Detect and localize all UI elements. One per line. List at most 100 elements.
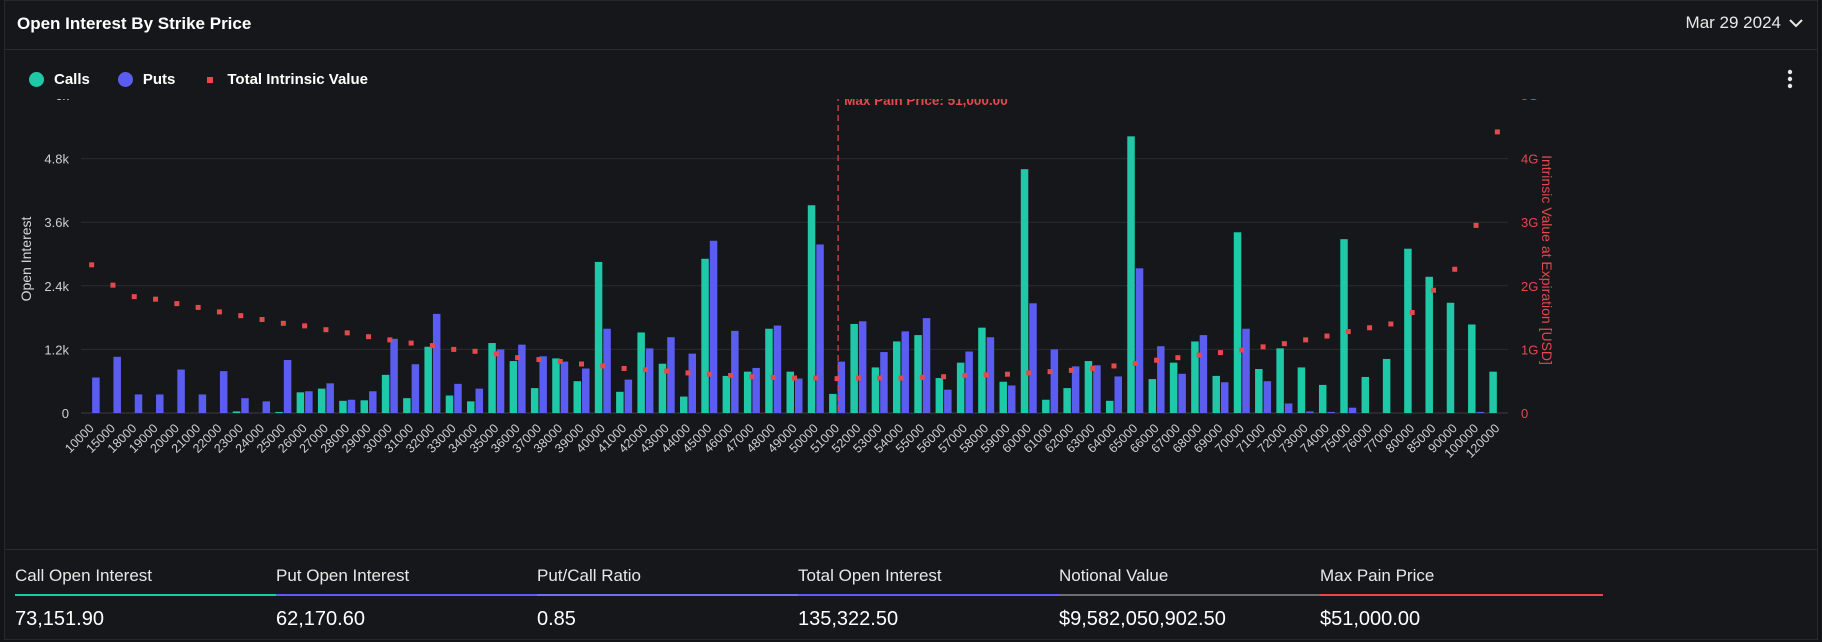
put-bar <box>603 328 611 413</box>
intrinsic-point <box>515 355 521 361</box>
intrinsic-point <box>366 334 372 340</box>
put-bar <box>1071 366 1080 413</box>
intrinsic-point <box>1409 310 1415 316</box>
intrinsic-point <box>706 371 712 377</box>
put-bar <box>816 244 824 413</box>
put-bar <box>411 364 420 413</box>
call-bar <box>467 401 475 413</box>
call-bar <box>1084 361 1093 413</box>
kebab-menu-icon[interactable] <box>1787 69 1793 94</box>
put-bar <box>539 356 547 413</box>
intrinsic-point <box>216 309 222 315</box>
put-bar <box>922 318 931 413</box>
intrinsic-point <box>898 375 904 381</box>
call-bar <box>1063 388 1071 413</box>
call-bar <box>1468 324 1476 413</box>
put-bar <box>305 391 313 413</box>
intrinsic-point <box>855 375 861 381</box>
intrinsic-point <box>429 343 435 349</box>
call-bar <box>1042 399 1050 413</box>
puts-swatch <box>117 72 133 87</box>
stat-value: 135,322.50 <box>798 608 899 630</box>
put-bar <box>177 369 185 413</box>
intrinsic-point <box>1388 321 1394 327</box>
call-bar <box>1020 169 1029 413</box>
y2-tick-label: 4G <box>1521 152 1538 167</box>
put-bar <box>1263 381 1272 413</box>
legend-item-calls[interactable]: Calls <box>29 71 90 88</box>
stat-value: $51,000.00 <box>1320 608 1421 630</box>
call-bar <box>317 388 326 413</box>
intrinsic-point <box>110 282 116 288</box>
intrinsic-point <box>642 367 648 373</box>
chevron-down-icon <box>1789 19 1803 28</box>
legend-item-puts[interactable]: Puts <box>117 71 175 88</box>
intrinsic-point <box>472 348 478 354</box>
card-header: Open Interest By Strike Price Mar 29 202… <box>5 1 1817 50</box>
summary-stats: Call Open Interest 73,151.90 Put Open In… <box>5 549 1817 642</box>
intrinsic-point <box>323 327 329 333</box>
intrinsic-point <box>387 337 393 343</box>
intrinsic-point <box>1239 347 1245 353</box>
call-bar <box>680 396 688 413</box>
call-bar <box>1127 136 1135 413</box>
y-tick-label: 0 <box>62 406 69 421</box>
put-bar <box>92 377 100 413</box>
call-bar <box>850 323 858 413</box>
call-bar <box>871 367 880 413</box>
y-tick-label: 6k <box>55 99 69 103</box>
put-bar <box>582 368 590 413</box>
call-bar <box>509 361 518 413</box>
put-bar <box>113 356 121 413</box>
put-bar <box>518 344 526 413</box>
put-bar <box>1157 346 1165 413</box>
put-bar <box>390 338 398 413</box>
put-bar <box>1135 268 1144 413</box>
intrinsic-point <box>153 296 159 302</box>
put-bar <box>134 394 143 413</box>
intrinsic-point <box>238 313 244 319</box>
put-bar <box>241 398 249 413</box>
put-bar <box>496 349 505 413</box>
put-bar <box>944 389 952 413</box>
put-bar <box>454 383 462 413</box>
y-tick-label: 4.8k <box>44 152 69 167</box>
intrinsic-point <box>728 372 734 378</box>
expiry-date-select[interactable]: Mar 29 2024 <box>1686 13 1803 33</box>
y-tick-label: 2.4k <box>44 279 69 294</box>
intrinsic-point <box>962 372 968 378</box>
stat-underline <box>1320 594 1603 596</box>
call-bar <box>1255 369 1263 413</box>
stat-underline <box>798 594 1081 596</box>
put-bar <box>837 361 846 413</box>
call-bar <box>530 388 539 413</box>
intrinsic-point <box>834 376 840 382</box>
put-bar <box>1220 382 1229 413</box>
call-bar <box>722 375 731 413</box>
put-bar <box>1327 411 1335 413</box>
call-bar <box>1382 358 1391 413</box>
intrinsic-point <box>983 372 989 378</box>
call-bar <box>616 391 624 413</box>
intrinsic-point <box>600 363 606 369</box>
y2-tick-label: 5G <box>1521 99 1538 103</box>
call-bar <box>1446 302 1455 413</box>
call-bar <box>1425 276 1433 413</box>
call-bar <box>1297 367 1306 413</box>
call-bar <box>1404 248 1412 413</box>
call-bar <box>424 346 432 413</box>
put-bar <box>1029 303 1037 413</box>
call-bar <box>1340 239 1348 413</box>
calls-swatch <box>29 72 44 87</box>
put-bar <box>986 337 995 413</box>
call-bar <box>765 328 773 413</box>
call-bar <box>1191 341 1199 413</box>
put-bar <box>1306 411 1314 413</box>
intrinsic-point <box>1004 371 1010 377</box>
legend-item-intrinsic[interactable]: Total Intrinsic Value <box>203 71 368 88</box>
intrinsic-point <box>1452 266 1458 272</box>
call-bar <box>892 341 901 413</box>
put-bar <box>667 337 675 413</box>
put-bar <box>326 383 334 413</box>
open-interest-chart: 0 0 1.2k 1G 2.4k 2G 3.6k 3G 4.8k 4G 6k 5G Open Inter… <box>18 99 1555 461</box>
